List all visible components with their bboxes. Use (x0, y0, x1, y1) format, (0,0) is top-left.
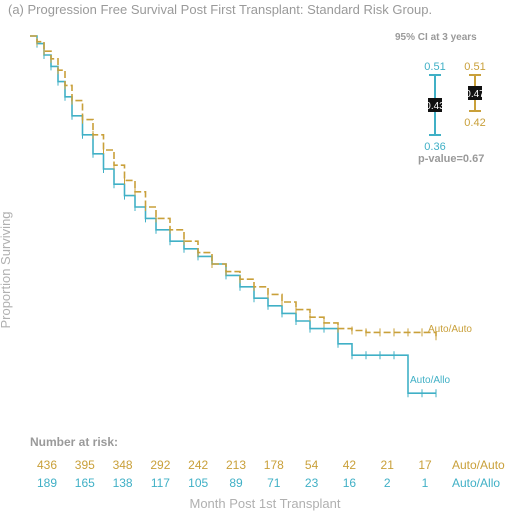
ci-upper-label-auto-auto: 0.51 (464, 61, 485, 73)
ci-point-label-auto-auto: 0.47 (465, 89, 485, 100)
risk-count-auto-allo: 23 (305, 476, 319, 490)
ci-lower-label-auto-allo: 0.36 (424, 141, 445, 153)
risk-count-auto-allo: 189 (37, 476, 57, 490)
risk-count-auto-allo: 2 (384, 476, 391, 490)
risk-count-auto-auto: 17 (418, 458, 432, 472)
risk-count-auto-allo: 138 (113, 476, 133, 490)
risk-row-label-auto-auto: Auto/Auto (452, 458, 505, 472)
survival-curves (30, 35, 437, 398)
chart-title: (a) Progression Free Survival Post First… (8, 2, 432, 17)
risk-count-auto-auto: 213 (226, 458, 246, 472)
risk-count-auto-allo: 1 (422, 476, 429, 490)
risk-count-auto-auto: 395 (75, 458, 95, 472)
risk-count-auto-auto: 54 (305, 458, 319, 472)
risk-count-auto-auto: 292 (150, 458, 170, 472)
ci-point-label-auto-allo: 0.43 (425, 101, 445, 112)
risk-count-auto-allo: 117 (151, 476, 170, 490)
ci-point-marker-auto-auto (468, 86, 482, 100)
series-line-auto-auto (30, 35, 437, 337)
risk-count-auto-auto: 348 (113, 458, 133, 472)
ci-title: 95% CI at 3 years (395, 32, 477, 43)
ci-upper-label-auto-allo: 0.51 (424, 61, 445, 73)
x-axis-label: Month Post 1st Transplant (189, 496, 340, 511)
ci-panel: 95% CI at 3 years p-value=0.67 0.51 0.36 0… (395, 32, 486, 165)
risk-count-auto-allo: 16 (343, 476, 357, 490)
number-at-risk-table: Number at risk: 436 395 348 292 242 213 178 54 4… (30, 435, 505, 490)
risk-count-auto-allo: 165 (75, 476, 95, 490)
risk-row-label-auto-allo: Auto/Allo (452, 476, 500, 490)
risk-count-auto-allo: 71 (267, 476, 281, 490)
risk-count-auto-auto: 21 (381, 458, 395, 472)
number-at-risk-title: Number at risk: (30, 435, 118, 449)
risk-count-auto-allo: 89 (229, 476, 243, 490)
risk-count-auto-auto: 42 (343, 458, 357, 472)
y-axis-label: Proportion Surviving (0, 211, 13, 328)
risk-count-auto-allo: 105 (188, 476, 208, 490)
p-value: p-value=0.67 (418, 153, 484, 165)
risk-count-auto-auto: 436 (37, 458, 57, 472)
ci-point-marker-auto-allo (428, 98, 442, 112)
risk-count-auto-auto: 178 (264, 458, 284, 472)
curve-label-auto-allo: Auto/Allo (410, 375, 450, 386)
ci-lower-label-auto-auto: 0.42 (464, 117, 485, 129)
series-line-auto-allo (30, 35, 436, 394)
curve-label-auto-auto: Auto/Auto (428, 324, 472, 335)
risk-count-auto-auto: 242 (188, 458, 208, 472)
